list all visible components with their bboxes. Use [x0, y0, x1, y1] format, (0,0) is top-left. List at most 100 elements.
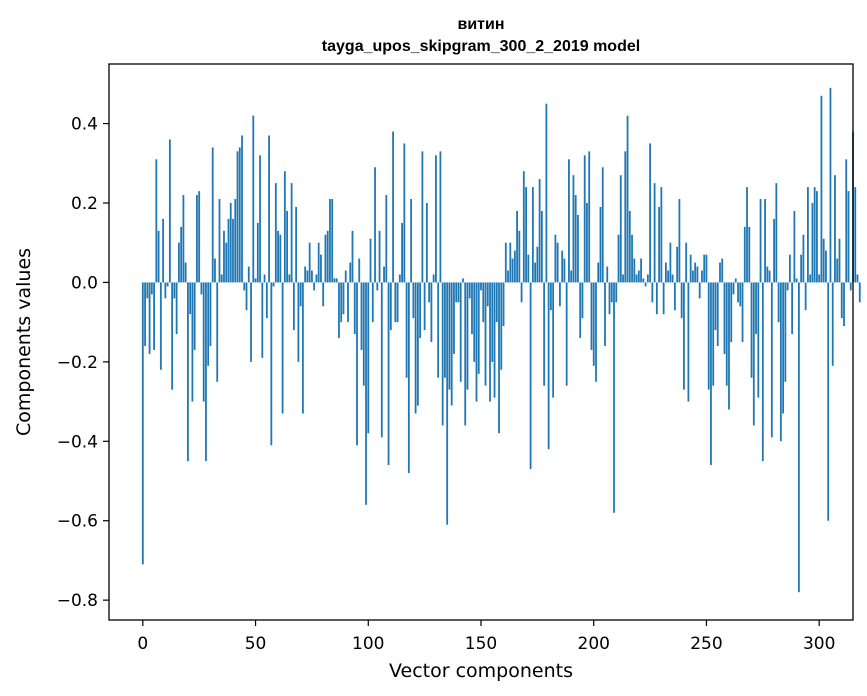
bar [807, 187, 809, 283]
bar [768, 270, 771, 283]
bar [559, 282, 561, 307]
bar [574, 195, 577, 283]
bar [265, 282, 268, 319]
x-tick-label: 300 [803, 634, 835, 654]
bar [800, 254, 803, 283]
bar [252, 115, 255, 283]
bar [568, 159, 570, 283]
bar [635, 274, 638, 283]
bar [685, 242, 688, 283]
bar [786, 282, 789, 291]
bar [394, 282, 397, 323]
bar [502, 282, 505, 327]
bar [387, 282, 390, 466]
bar [168, 139, 171, 283]
y-tick-label: −0.2 [57, 353, 98, 373]
bar [200, 282, 203, 295]
plot-frame [108, 63, 854, 621]
bar [752, 282, 755, 426]
bar [220, 274, 223, 283]
bar [667, 270, 670, 283]
bar [435, 155, 437, 283]
bar [322, 282, 325, 307]
bar [653, 183, 656, 283]
bar [392, 131, 394, 283]
bar [290, 183, 293, 283]
bar [173, 282, 176, 299]
bar [827, 282, 830, 521]
bar [822, 238, 825, 283]
bar [306, 270, 309, 283]
bar [331, 199, 334, 283]
bar [396, 282, 399, 323]
x-axis-label: Vector components [389, 660, 573, 682]
bar [164, 282, 167, 299]
bar [466, 282, 469, 390]
bar [525, 187, 527, 283]
bar [279, 234, 282, 283]
y-axis-ticks: −0.8 −0.6 −0.4 −0.2 0.0 0.2 0.4 [57, 115, 109, 611]
bar [209, 282, 212, 346]
bar [687, 282, 690, 402]
bar [175, 282, 178, 335]
bar [622, 274, 624, 283]
bar [570, 270, 573, 283]
bar [342, 282, 345, 315]
bar [820, 95, 823, 283]
bar [241, 135, 243, 283]
bar [297, 282, 300, 362]
bar [825, 250, 827, 283]
bar [477, 282, 480, 374]
bar [453, 282, 455, 354]
bar [601, 167, 604, 283]
bar [193, 282, 196, 350]
bar [728, 282, 730, 410]
bar [615, 282, 618, 303]
bar [527, 254, 530, 283]
bar [486, 282, 489, 307]
bar [561, 250, 564, 283]
bar [660, 187, 663, 283]
bar [680, 282, 683, 319]
bar [554, 234, 557, 283]
bar [599, 206, 602, 283]
bar [288, 274, 291, 283]
bar [741, 282, 744, 342]
bar [755, 282, 757, 335]
bar [385, 195, 388, 283]
y-tick-label: 0.2 [71, 194, 98, 214]
bar [407, 282, 410, 474]
bar [793, 210, 796, 283]
y-tick-label: −0.6 [57, 512, 98, 532]
bar [813, 187, 816, 283]
bar [838, 238, 841, 283]
bar [277, 230, 279, 283]
bar [698, 282, 701, 299]
bar [374, 167, 376, 283]
bar [448, 282, 451, 390]
chart-title: витин [457, 16, 504, 33]
bar [401, 222, 403, 283]
y-tick-label: −0.4 [57, 432, 98, 452]
bar [159, 282, 162, 370]
bar-series [141, 87, 861, 593]
bar [495, 282, 498, 323]
bar [628, 210, 631, 283]
bar [522, 171, 525, 283]
bar [425, 203, 428, 283]
bar [764, 199, 766, 283]
bar [646, 274, 649, 283]
bar [617, 234, 620, 283]
bar [234, 199, 237, 283]
bar [295, 206, 298, 283]
bar [450, 282, 453, 406]
bar [365, 282, 367, 505]
bar [414, 282, 417, 414]
bar [757, 282, 760, 398]
bar [843, 282, 845, 327]
bar [320, 254, 322, 283]
bar [730, 282, 733, 342]
bar [311, 270, 313, 283]
bar [412, 282, 415, 319]
